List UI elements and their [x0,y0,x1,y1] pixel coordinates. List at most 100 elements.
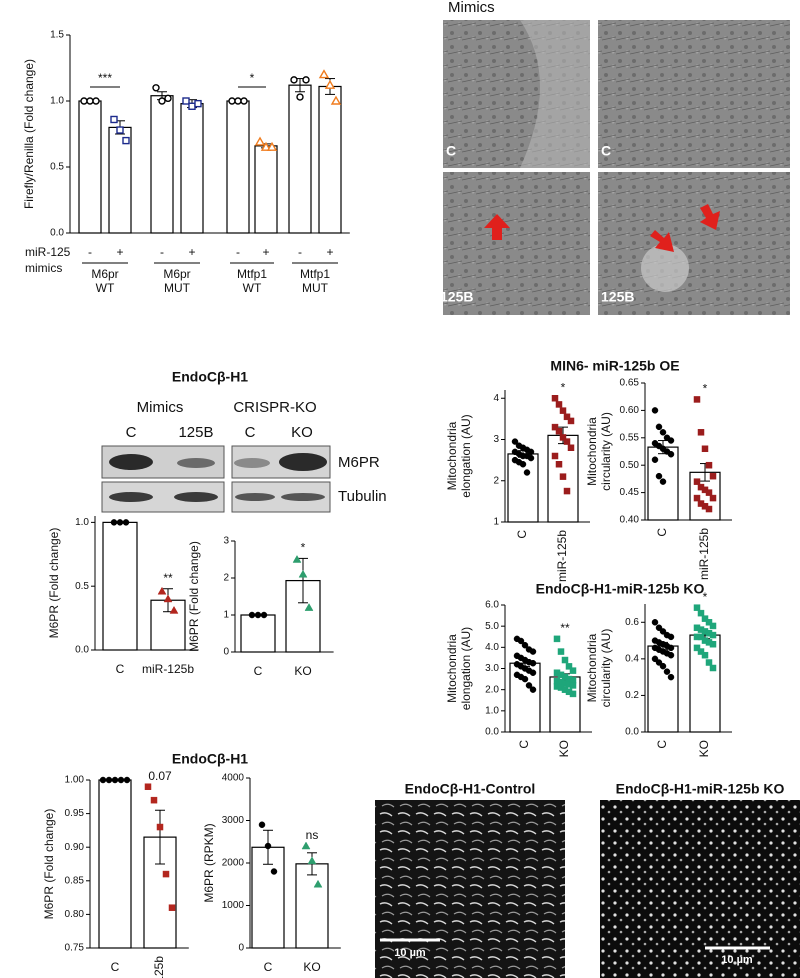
lane-label: C [245,424,256,441]
point [270,868,278,875]
point [667,450,675,458]
y-axis-label: circularity (AU) [599,629,613,708]
point [164,94,172,103]
y-tick-label: 1 [493,517,499,528]
group-label: MUT [164,281,191,295]
y-tick-label: 3 [223,536,229,547]
y-tick-label: 0.4 [625,653,639,664]
point [169,605,179,614]
y-axis-label: circularity (AU) [599,412,613,491]
y-tick-label: 0.2 [625,690,639,701]
point [529,686,537,693]
group-label: Mtfp1 [300,267,330,281]
point [116,126,124,134]
point [527,454,535,462]
band [109,492,153,502]
y-tick-label: 0.65 [620,378,640,389]
em-image [443,172,590,315]
point [302,76,310,84]
point [122,519,130,526]
point [559,434,567,441]
y-tick-label: 0.0 [50,228,64,239]
y-tick-label: 0.60 [620,405,640,416]
y-tick-label: 1 [223,610,229,621]
bar [254,145,278,234]
point [117,776,125,784]
point [693,396,701,403]
point [105,776,113,784]
point [240,97,248,105]
point [569,667,577,674]
bar [150,95,174,234]
em-image [598,172,790,315]
point [521,675,529,683]
point [709,640,717,648]
x-tick-label: - [88,245,92,259]
x-tick-label: - [160,245,164,259]
point [559,473,567,480]
point [301,841,311,850]
point [318,69,330,79]
arrow [484,214,510,240]
x-tick-label: miR-125b [142,662,194,676]
point [260,611,268,619]
bar [295,863,329,949]
point [123,776,131,784]
group-label: M6pr [91,267,118,281]
point [553,635,561,643]
scale-label: 10 µm [394,947,426,959]
point [122,136,130,145]
em-vacuole [641,244,689,292]
point [651,619,659,626]
point [693,604,701,611]
heading: EndoCβ-H1-miR-125b KO [536,581,705,597]
y-axis-label: elongation (AU) [459,627,473,710]
point [152,84,160,92]
point [304,603,314,611]
y-axis-label: Firefly/Renilla (Fold change) [22,59,36,209]
y-tick-label: 0 [223,647,229,658]
y-tick-label: 2000 [222,858,245,869]
point [298,569,308,578]
y-tick-label: 1.00 [65,775,85,786]
x-tick-label: C [655,740,669,749]
point [561,656,569,664]
point [86,97,94,105]
blot-title: EndoCβ-H1 [172,369,248,385]
x-tick-label: C [254,664,263,678]
image-title: EndoCβ-H1-miR-125b KO [616,781,785,797]
y-tick-label: 0.95 [65,808,85,819]
significance: 0.07 [148,769,172,783]
point [697,648,705,655]
point [663,668,671,675]
bar [240,614,276,653]
band [174,492,218,502]
point [655,423,663,431]
group-label: Mtfp1 [237,267,267,281]
point [551,423,559,431]
heading: MIN6- miR-125b OE [550,358,679,374]
y-axis-label: Mitochondria [585,417,599,486]
x-tick-label: miR-125b [697,528,711,580]
y-tick-label: 0.50 [620,460,640,471]
point [162,870,170,878]
group-label: WT [243,281,262,295]
y-tick-label: 1.0 [50,96,64,107]
point [525,682,533,689]
y-tick-label: 0.45 [620,487,640,498]
point [260,141,272,151]
point [188,102,196,110]
point [313,879,323,888]
point [182,97,190,105]
point [659,429,667,436]
point [110,115,118,124]
point [555,461,563,468]
bar [288,84,312,234]
point [563,438,571,445]
y-axis-label: M6PR (Fold change) [187,541,201,652]
band [235,493,275,501]
significance: * [703,382,708,396]
y-tick-label: 0.0 [75,645,89,656]
point [157,586,167,595]
